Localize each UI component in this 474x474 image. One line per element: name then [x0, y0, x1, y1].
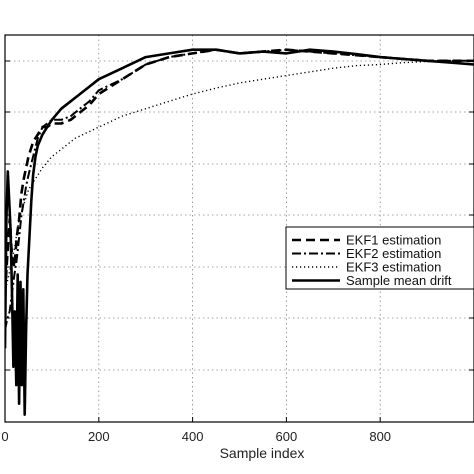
legend-label-1: EKF1 estimation	[346, 233, 441, 248]
x-tick-label: 0	[1, 429, 8, 444]
series-layer	[5, 48, 474, 416]
series-line-4	[5, 48, 474, 416]
series-group	[5, 48, 474, 416]
tick-layer: 0 200 400 600 800	[1, 60, 474, 444]
x-tick-label: 400	[182, 429, 204, 444]
legend-label-4: Sample mean drift	[346, 273, 452, 288]
series-line-3	[5, 60, 474, 294]
x-tick-label: 600	[276, 429, 298, 444]
plot-frame	[4, 34, 474, 423]
x-axis-label: Sample index	[220, 445, 305, 461]
x-tick-label: 200	[88, 429, 110, 444]
legend-label-3: EKF3 estimation	[346, 260, 441, 275]
legend-label-2: EKF2 estimation	[346, 246, 441, 261]
x-tick-label: 800	[369, 429, 391, 444]
series-line-2	[5, 48, 474, 331]
legend-box	[285, 226, 474, 290]
